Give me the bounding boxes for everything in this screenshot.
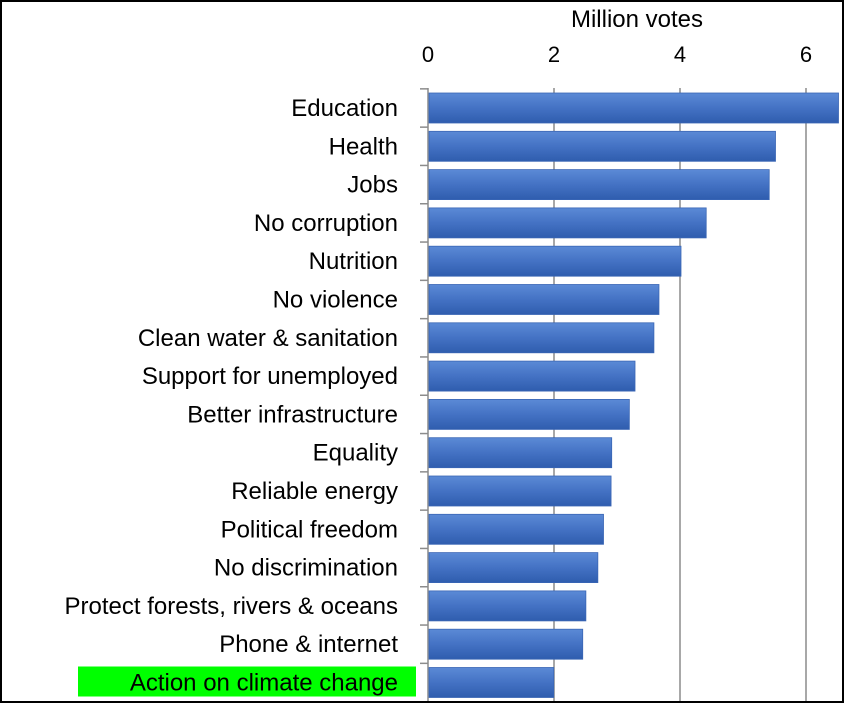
bar-nutrition bbox=[428, 245, 682, 277]
bar-clean-water-sanitation bbox=[428, 322, 655, 354]
category-label: Phone & internet bbox=[219, 631, 398, 658]
category-label: No corruption bbox=[254, 210, 398, 237]
x-tick-label: 0 bbox=[422, 42, 434, 67]
bar-no-violence bbox=[428, 284, 660, 315]
bar-reliable-energy bbox=[428, 475, 612, 507]
bar-no-corruption bbox=[428, 207, 707, 239]
category-label: No discrimination bbox=[214, 555, 398, 582]
bar-political-freedom bbox=[428, 513, 604, 545]
category-label: Action on climate change bbox=[130, 670, 398, 697]
category-label: Jobs bbox=[347, 172, 398, 199]
x-tick-label: 6 bbox=[800, 42, 812, 67]
category-label: Education bbox=[291, 95, 398, 122]
highlight-background bbox=[78, 666, 416, 697]
bar-equality bbox=[428, 437, 613, 469]
x-axis-title: Million votes bbox=[571, 6, 703, 33]
category-label: Health bbox=[329, 133, 398, 160]
x-tick-label: 2 bbox=[548, 42, 560, 67]
category-label: Clean water & sanitation bbox=[138, 325, 398, 352]
bar-education bbox=[428, 92, 839, 124]
category-label: No violence bbox=[273, 287, 398, 314]
x-tick-label: 4 bbox=[674, 42, 686, 67]
bar-jobs bbox=[428, 169, 770, 201]
category-label: Nutrition bbox=[309, 248, 398, 275]
category-label: Support for unemployed bbox=[142, 363, 398, 390]
bar-better-infrastructure bbox=[428, 398, 630, 430]
bar-no-discrimination bbox=[428, 552, 599, 583]
bar-support-for-unemployed bbox=[428, 360, 636, 392]
bar-action-on-climate-change bbox=[428, 667, 555, 698]
bar-protect-forests-rivers-oceans bbox=[428, 590, 587, 622]
category-label: Protect forests, rivers & oceans bbox=[65, 593, 398, 620]
bar-phone-internet bbox=[428, 628, 584, 660]
category-label: Political freedom bbox=[221, 516, 398, 543]
category-label: Better infrastructure bbox=[187, 401, 398, 428]
category-label: Reliable energy bbox=[231, 478, 398, 505]
bar-health bbox=[428, 130, 776, 162]
category-label: Equality bbox=[313, 440, 398, 467]
